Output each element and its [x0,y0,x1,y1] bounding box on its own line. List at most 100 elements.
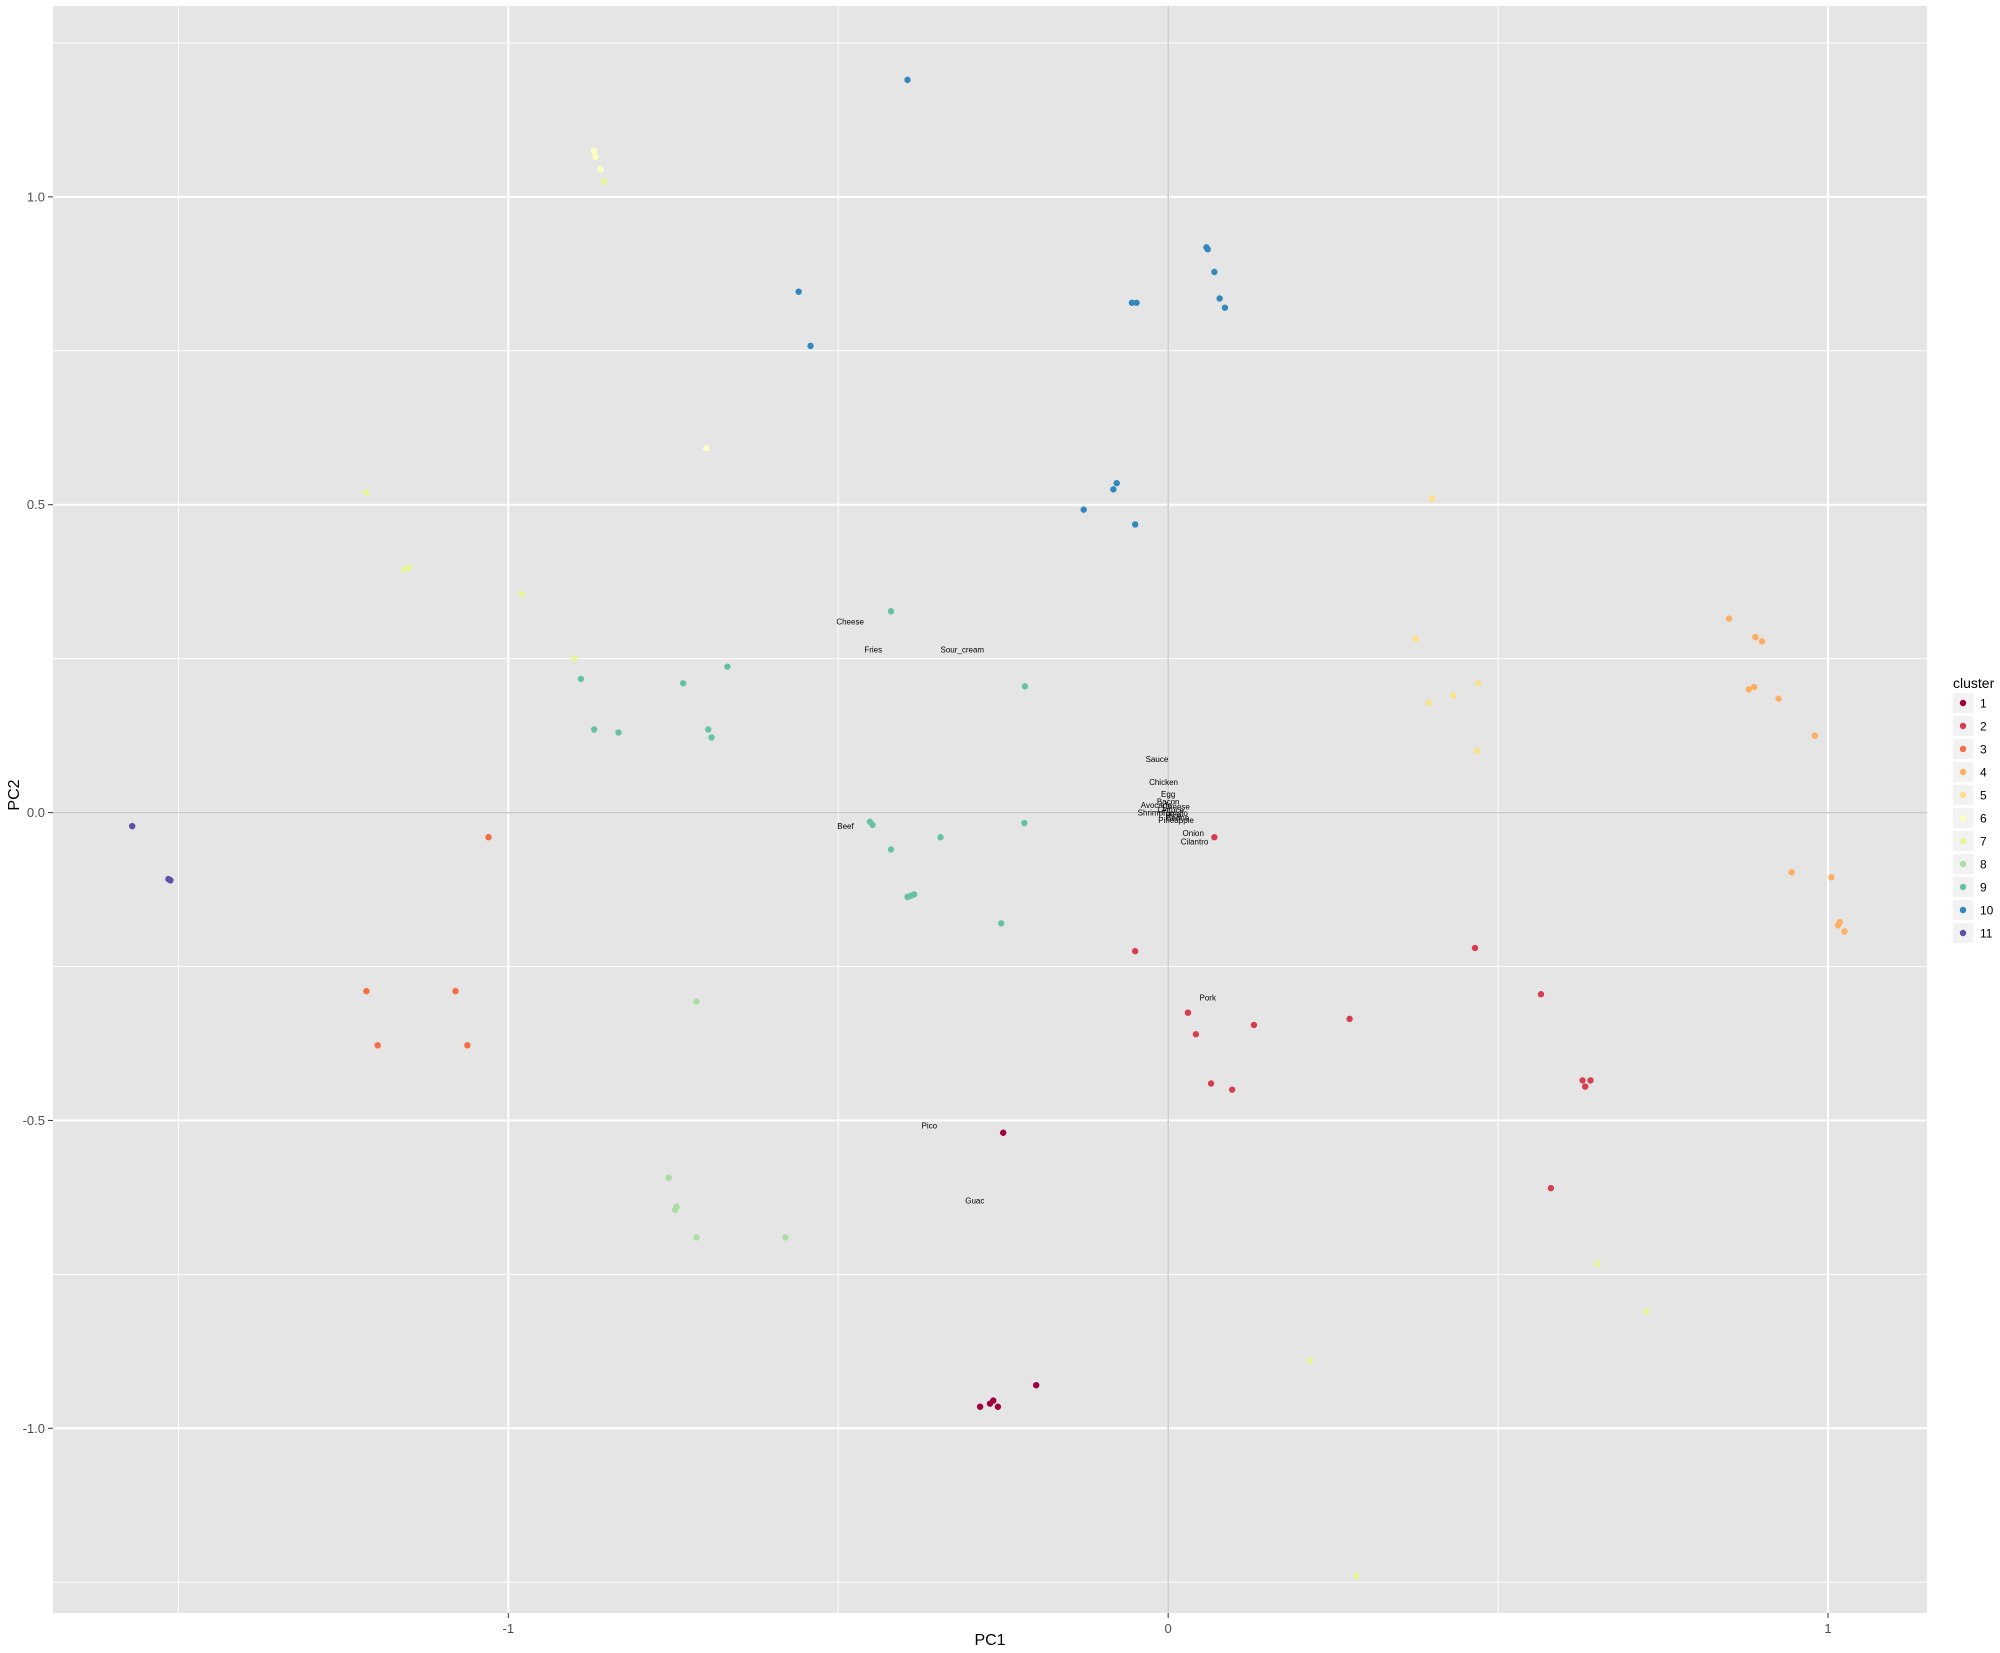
data-point-cluster-10 [1131,521,1139,528]
data-point-cluster-2 [1346,1015,1353,1023]
legend-label-2: 2 [1980,720,1987,734]
data-point-cluster-10 [1204,246,1211,253]
data-point-cluster-9 [708,734,715,741]
legend-key-8 [1959,860,1967,868]
data-point-cluster-10 [1133,299,1140,306]
data-point-cluster-8 [693,998,700,1005]
x-tick-label: -1 [503,1621,515,1636]
data-point-cluster-10 [1216,295,1223,302]
data-point-cluster-9 [590,726,598,733]
y-axis-title: PC2 [6,779,23,810]
data-point-cluster-1 [994,1403,1002,1410]
data-point-cluster-6 [703,444,710,452]
legend-key-10 [1959,906,1967,914]
data-point-cluster-4 [1841,928,1848,935]
data-point-cluster-4 [1750,683,1758,691]
data-point-cluster-3 [485,834,492,841]
panel-background [53,6,1927,1613]
data-point-cluster-7 [600,178,608,185]
data-point-cluster-7 [406,564,413,571]
data-point-cluster-5 [1412,635,1419,643]
point-annotation: Sour_cream [940,645,984,654]
data-point-cluster-2 [1581,1083,1589,1090]
data-point-cluster-2 [1250,1021,1258,1029]
data-point-cluster-7 [1306,1357,1314,1364]
point-annotation: Tomato [1162,809,1189,818]
data-point-cluster-2 [1184,1009,1192,1016]
data-point-cluster-4 [1836,918,1844,926]
data-point-cluster-3 [464,1042,471,1049]
data-point-cluster-2 [1579,1077,1586,1084]
data-point-cluster-1 [976,1403,984,1410]
data-point-cluster-2 [1471,944,1479,952]
data-point-cluster-10 [1113,479,1120,487]
legend-key-3 [1959,745,1967,753]
data-point-cluster-4 [1752,633,1759,641]
data-point-cluster-9 [615,729,622,736]
legend-label-11: 11 [1980,927,1993,941]
data-point-cluster-9 [869,821,876,829]
point-annotation: Onion [1183,829,1204,838]
legend-title: cluster [1953,675,1995,691]
data-point-cluster-5 [1475,680,1482,687]
legend-label-5: 5 [1980,789,1987,803]
data-point-cluster-7 [1593,1260,1601,1268]
x-axis-title: PC1 [974,1632,1005,1648]
point-annotation: Bacon [1157,797,1180,806]
data-point-cluster-9 [907,892,915,899]
legend-label-1: 1 [1980,697,1987,711]
point-annotation: Shrimp [1138,809,1164,818]
cluster-legend: cluster 1 2 3 4 5 6 7 8 9 10 11 [1953,675,1995,943]
y-tick-label: -0.5 [23,1113,45,1128]
point-annotation: Guac [965,1196,984,1205]
data-point-cluster-7 [1643,1308,1650,1315]
legend-entries: 1 2 3 4 5 6 7 8 9 10 11 [1953,693,1994,943]
point-annotations: Cheese Fries Sour_cream Sauce Chicken EggBaco… [836,618,1217,1206]
data-point-cluster-2 [1211,834,1218,841]
point-annotation: Egg [1161,790,1175,799]
data-point-cluster-4 [1725,615,1733,622]
data-point-cluster-4 [1758,638,1766,645]
data-point-cluster-10 [904,76,911,84]
data-point-cluster-9 [679,680,687,687]
data-point-cluster-1 [986,1400,994,1407]
data-point-cluster-9 [887,608,895,615]
data-point-cluster-4 [1745,686,1753,693]
legend-key-6 [1959,814,1967,822]
data-point-cluster-7 [571,655,578,662]
data-point-cluster-2 [1192,1031,1200,1038]
data-point-cluster-2 [1537,991,1545,998]
data-point-cluster-2 [1207,1080,1215,1087]
legend-label-4: 4 [1980,766,1987,780]
data-point-cluster-4 [1828,874,1835,881]
legend-key-4 [1959,768,1967,776]
data-point-cluster-11 [167,877,174,884]
x-tick-label: 1 [1824,1621,1831,1636]
data-point-cluster-8 [672,1206,679,1213]
data-point-cluster-6 [597,165,604,173]
legend-key-5 [1959,791,1967,799]
legend-label-6: 6 [1980,812,1987,826]
point-annotation: Cheese [836,618,864,627]
point-annotation: Pico [922,1121,938,1130]
data-point-cluster-2 [1228,1086,1236,1093]
data-point-cluster-2 [1587,1077,1594,1084]
data-point-cluster-10 [807,342,814,350]
point-annotation: Rice [1165,812,1182,821]
point-annotation: Sauce [1146,755,1169,764]
legend-label-9: 9 [1980,881,1987,895]
zero-lines [53,6,1927,1613]
data-point-cluster-11 [128,822,136,830]
y-tick-label: -1.0 [23,1421,45,1436]
legend-key-1 [1959,699,1967,707]
legend-key-2 [1959,722,1967,730]
data-point-cluster-9 [724,663,731,670]
data-point-cluster-5 [1425,699,1433,707]
data-point-cluster-9 [1021,819,1028,827]
data-point-cluster-6 [590,147,598,154]
point-annotation: Fries [864,645,882,654]
data-point-cluster-3 [452,987,459,995]
x-axis-ticks: -1 0 1 [503,1613,1832,1636]
data-point-cluster-3 [374,1042,381,1049]
